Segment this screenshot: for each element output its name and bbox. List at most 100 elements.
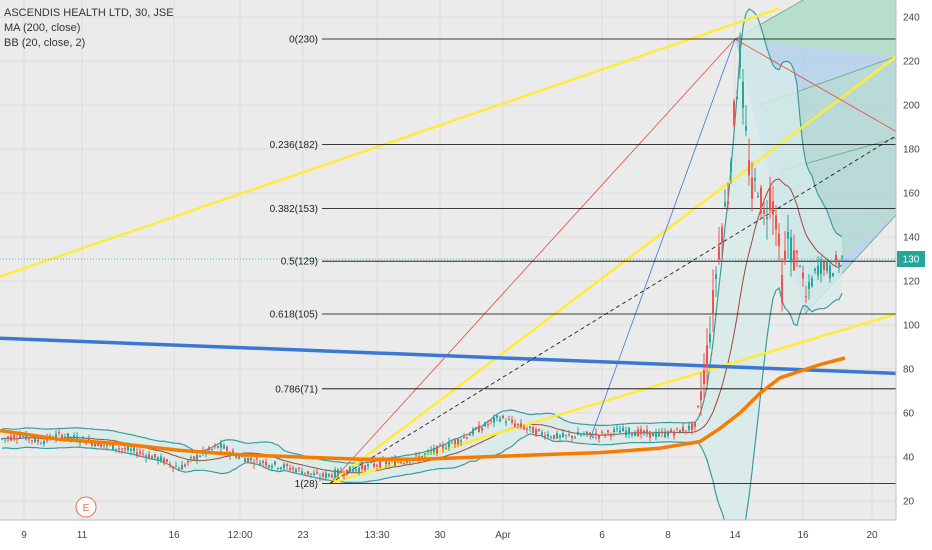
candle-up: [94, 443, 96, 447]
bb-fill: [2, 9, 842, 543]
candle-up: [349, 466, 351, 472]
candle-down: [13, 434, 15, 439]
candle-down: [514, 423, 516, 427]
candle-up: [55, 434, 57, 439]
candle-up: [787, 232, 789, 239]
candle-up: [259, 462, 261, 466]
candle-down: [796, 250, 798, 253]
candle-down: [235, 455, 237, 458]
candle-down: [490, 420, 492, 422]
candle-up: [313, 473, 315, 476]
candle-up: [799, 265, 801, 267]
candle-down: [487, 423, 489, 425]
ma-200-curve: [0, 356, 846, 461]
candle-down: [646, 429, 648, 435]
candle-up: [310, 473, 312, 475]
candle-down: [502, 415, 504, 419]
candle-up: [817, 265, 819, 276]
candle-up: [562, 433, 564, 438]
candle-down: [538, 428, 540, 431]
y-tick-label: 220: [903, 57, 920, 68]
candle-up: [22, 435, 24, 437]
candle-down: [373, 463, 375, 467]
candle-down: [370, 461, 372, 463]
candle-down: [604, 434, 606, 436]
y-tick-label: 20: [903, 497, 915, 508]
candle-down: [712, 290, 714, 316]
candle-down: [256, 458, 258, 460]
candle-down: [226, 446, 228, 452]
candle-up: [274, 461, 276, 465]
candle-up: [415, 454, 417, 456]
y-axis-panel: [896, 0, 932, 550]
candle-up: [451, 442, 453, 444]
candle-down: [70, 436, 72, 438]
candle-down: [187, 460, 189, 463]
candle-up: [268, 465, 270, 468]
candle-up: [814, 268, 816, 271]
candle-up: [127, 446, 129, 451]
candle-up: [742, 81, 744, 108]
x-tick-label: 20: [866, 530, 878, 541]
x-tick-label: 12:00: [227, 530, 252, 541]
candle-down: [166, 459, 168, 462]
candle-up: [724, 202, 726, 207]
candle-up: [643, 430, 645, 433]
candle-down: [361, 464, 363, 470]
candle-up: [826, 260, 828, 271]
x-axis-panel: [0, 520, 932, 550]
candle-up: [715, 274, 717, 279]
candle-down: [31, 440, 33, 442]
fib-level-label: 0.382(153): [270, 204, 318, 215]
candle-up: [241, 456, 243, 458]
x-tick-label: 16: [797, 530, 809, 541]
candle-up: [430, 450, 432, 452]
legend-ma[interactable]: MA (200, close): [4, 22, 81, 34]
candle-up: [271, 465, 273, 468]
candle-up: [157, 457, 159, 461]
candle-up: [409, 461, 411, 463]
candle-up: [496, 415, 498, 418]
candle-up: [472, 428, 474, 435]
candle-down: [307, 471, 309, 475]
candle-up: [385, 461, 387, 465]
candle-up: [679, 429, 681, 434]
candle-down: [457, 438, 459, 445]
candle-up: [445, 447, 447, 449]
candle-up: [652, 432, 654, 437]
y-tick-label: 200: [903, 101, 920, 112]
candle-up: [754, 178, 756, 181]
legend-bb[interactable]: BB (20, close, 2): [4, 37, 86, 49]
candle-down: [763, 209, 765, 214]
candle-up: [43, 440, 45, 444]
x-tick-label: 16: [168, 530, 180, 541]
candle-up: [736, 96, 738, 100]
candle-up: [757, 195, 759, 197]
legend-symbol[interactable]: ASCENDIS HEALTH LTD, 30, JSE: [4, 7, 174, 19]
candle-down: [595, 433, 597, 436]
fib-level-label: 0.236(182): [270, 140, 318, 151]
blue-thin-ray: [589, 38, 736, 440]
candle-down: [517, 423, 519, 426]
x-tick-label: 13:30: [364, 530, 389, 541]
y-tick-label: 140: [903, 233, 920, 244]
candle-down: [148, 454, 150, 459]
candle-up: [328, 473, 330, 477]
candle-up: [505, 421, 507, 423]
candle-down: [802, 272, 804, 279]
candle-down: [661, 432, 663, 434]
candle-up: [634, 433, 636, 437]
candle-up: [394, 459, 396, 466]
candle-down: [751, 177, 753, 200]
candle-down: [364, 465, 366, 471]
candle-up: [838, 262, 840, 266]
candle-down: [265, 461, 267, 466]
y-tick-label: 120: [903, 277, 920, 288]
candle-down: [835, 254, 837, 264]
candle-up: [223, 445, 225, 449]
candle-down: [805, 295, 807, 298]
candle-up: [730, 160, 732, 173]
candle-up: [355, 469, 357, 471]
candle-down: [208, 447, 210, 450]
candle-up: [73, 435, 75, 439]
